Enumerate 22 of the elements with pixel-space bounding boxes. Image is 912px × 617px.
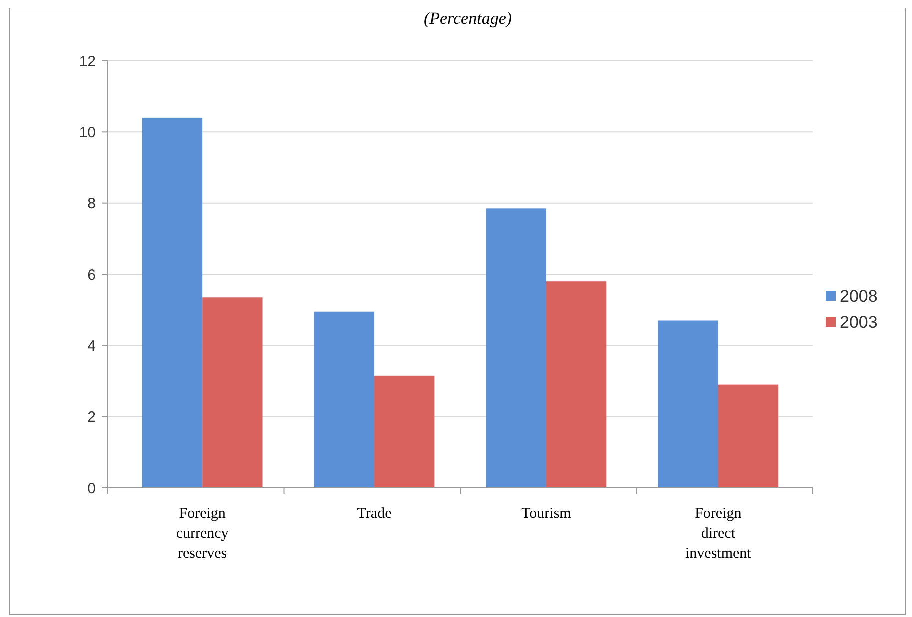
bar [142,118,203,488]
bar [546,282,607,488]
x-tick-label: Foreign currency reserves [176,506,230,562]
chart-title: (Percentage) [424,9,512,28]
y-tick-label: 10 [79,124,96,142]
bar [718,384,779,488]
bar [374,376,435,488]
x-tick-label: Foreign direct investment [686,506,752,562]
y-tick-label: 2 [88,409,96,426]
y-tick-label: 0 [88,480,96,498]
x-tick-label: Tourism [522,506,572,522]
bar [314,312,375,488]
y-tick-label: 6 [88,266,96,284]
y-tick-label: 12 [79,53,96,70]
y-tick-label: 8 [88,196,96,213]
bar [658,320,718,488]
x-tick-label: Trade [357,506,392,522]
legend-label: 2003 [840,312,878,332]
bar [486,208,546,488]
legend-label: 2008 [840,286,878,306]
bar [202,298,263,488]
y-tick-label: 4 [88,338,96,355]
